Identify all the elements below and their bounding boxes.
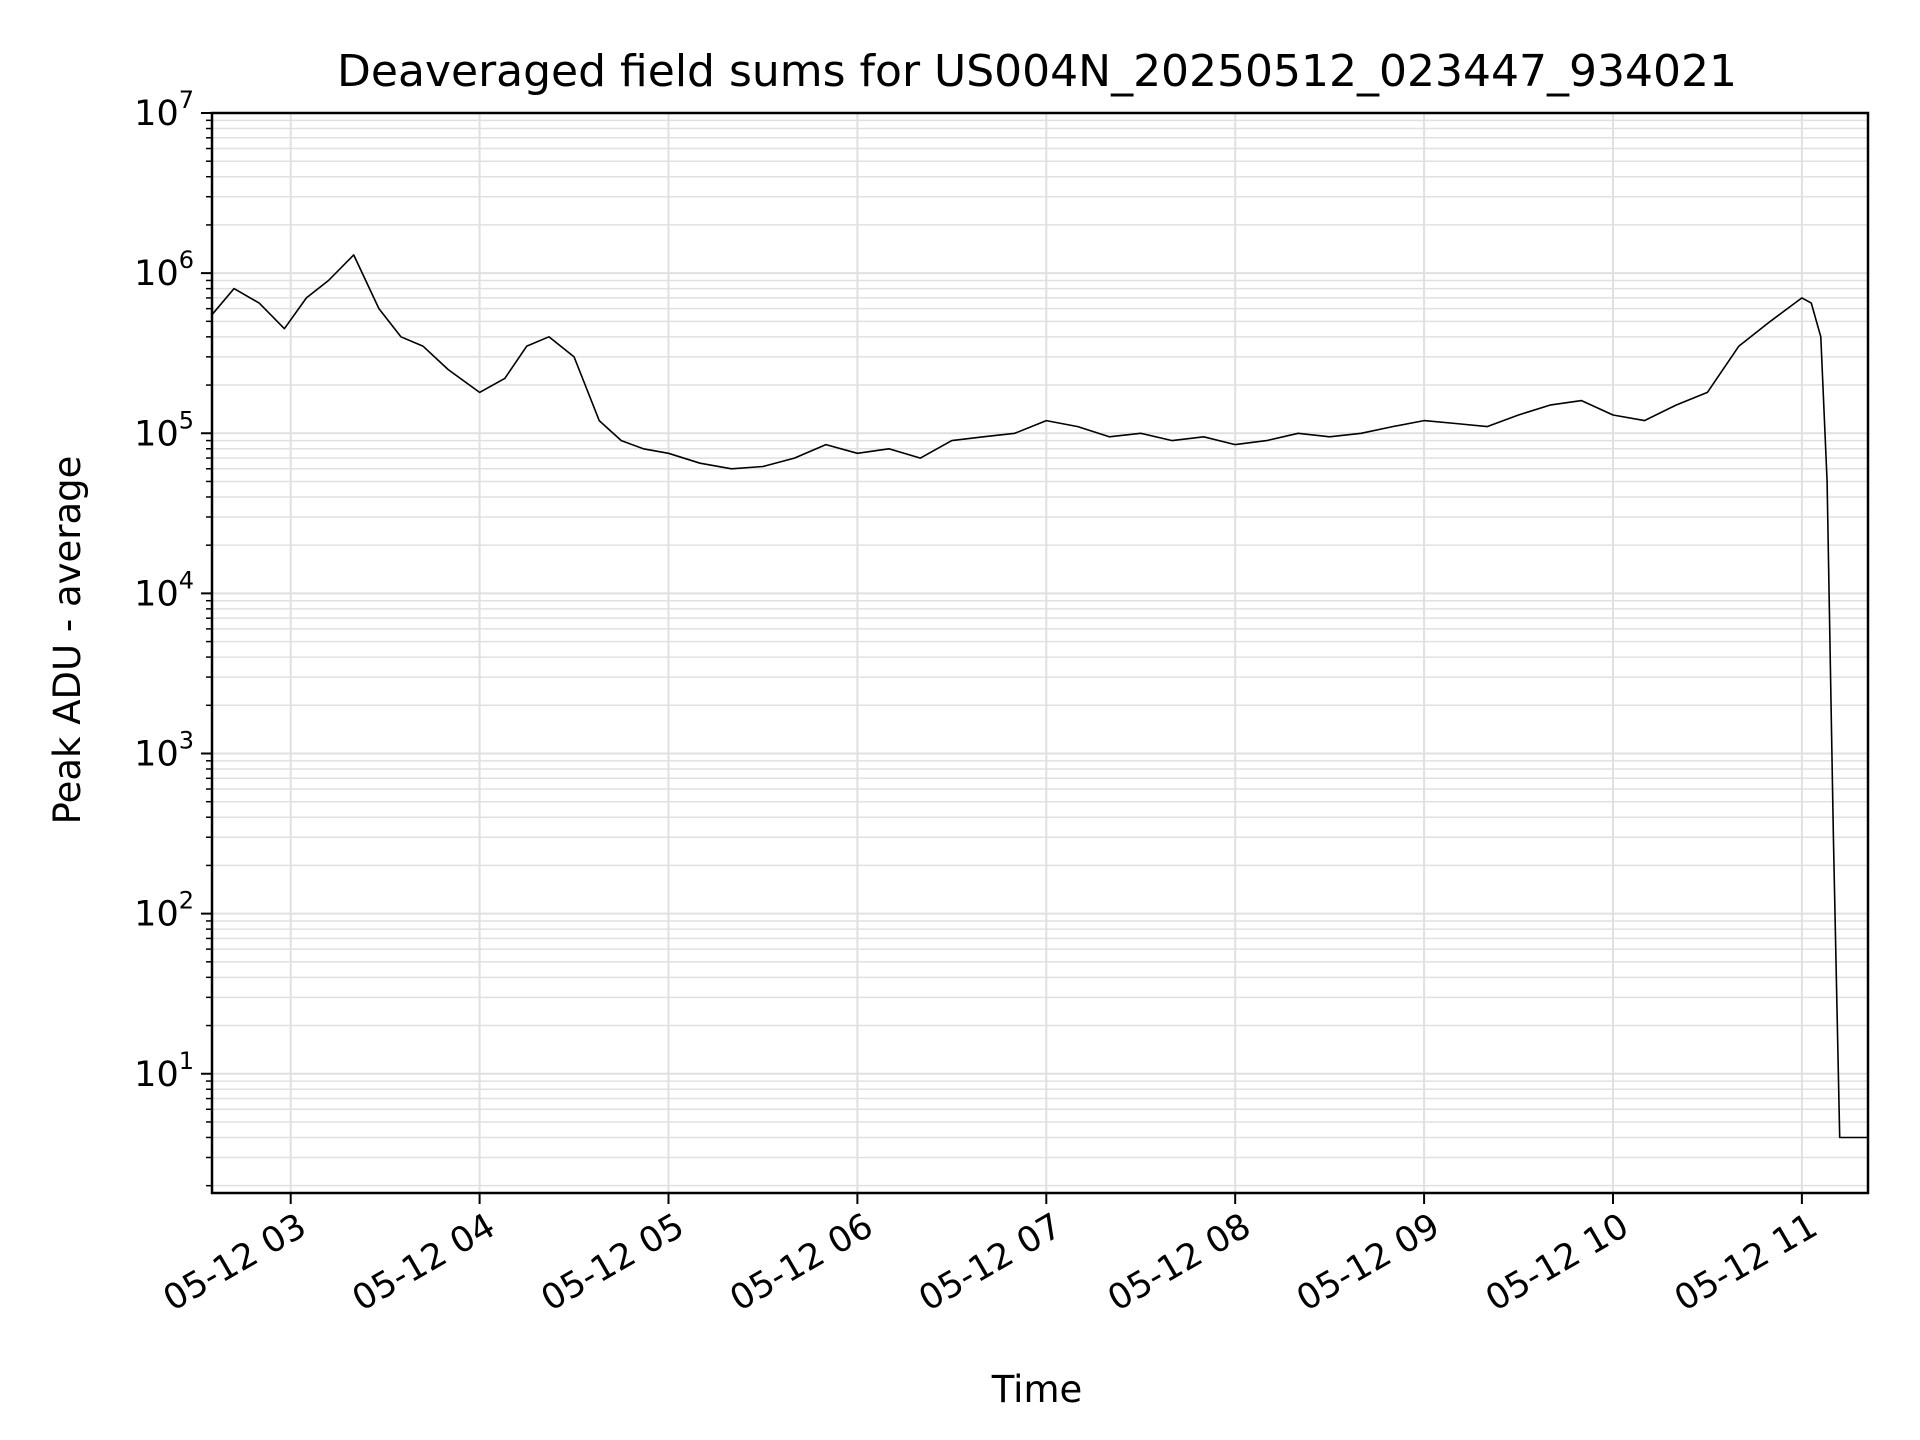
y-axis-label: Peak ADU - average bbox=[46, 456, 89, 825]
plot-frame bbox=[210, 111, 1870, 1195]
chart-title: Deaveraged field sums for US004N_2025051… bbox=[337, 46, 1737, 97]
series-line bbox=[211, 254, 1868, 1139]
x-axis-label: Time bbox=[991, 1368, 1083, 1411]
y-tick-label: 101 bbox=[134, 1047, 194, 1095]
y-tick-label: 106 bbox=[134, 246, 194, 294]
y-tick-label: 103 bbox=[134, 727, 194, 775]
y-tick-label: 105 bbox=[134, 406, 194, 454]
y-tick-label: 104 bbox=[134, 566, 194, 614]
series-layer bbox=[211, 254, 1868, 1139]
y-tick-label: 107 bbox=[134, 86, 194, 134]
y-tick-label: 102 bbox=[134, 887, 194, 935]
grid bbox=[212, 112, 1868, 1193]
